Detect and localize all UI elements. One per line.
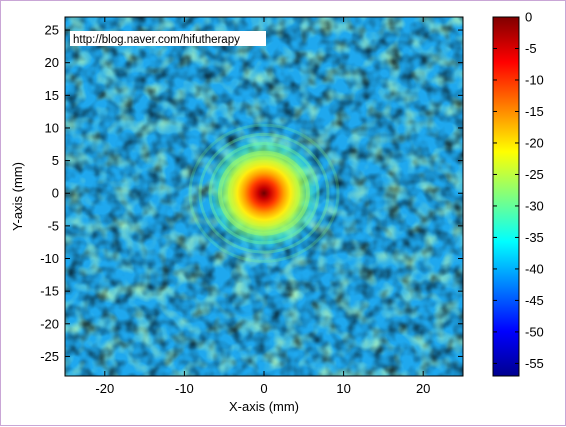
- y-tick-label: 10: [45, 120, 59, 135]
- colorbar-tick-label: -10: [525, 72, 544, 87]
- watermark-text: http://blog.naver.com/hifutherapy: [73, 34, 240, 46]
- heatmap-plot: -20 -10 0 10 20 25 20 15 10 5 0 -5 -10 -15 -20 -25: [40, 16, 464, 396]
- colorbar-tick-label: -50: [525, 324, 544, 339]
- side-lobe-ring: [188, 123, 340, 263]
- colorbar-tick-label: -40: [525, 261, 544, 276]
- colorbar-tick-label: -35: [525, 230, 544, 245]
- x-axis-label: X-axis (mm): [229, 399, 299, 414]
- y-tick-label: -20: [40, 316, 59, 331]
- colorbar-gradient: [492, 16, 520, 377]
- x-tick-label: -10: [175, 381, 194, 396]
- colorbar-tick-label: -45: [525, 293, 544, 308]
- colorbar-tick-label: 0: [525, 10, 532, 25]
- side-lobe-ring: [198, 132, 330, 254]
- y-tick-label: -5: [47, 218, 59, 233]
- x-tick-label: -20: [95, 381, 114, 396]
- focal-peak: [206, 135, 322, 252]
- colorbar: 0 -5 -10 -15 -20 -25 -30 -35 -40 -45 -50 -55: [492, 10, 544, 377]
- x-tick-label: 0: [260, 381, 267, 396]
- colorbar-tick-label: -5: [525, 41, 537, 56]
- y-axis-ticks: 25 20 15 10 5 0 -5 -10 -15 -20 -25: [40, 23, 463, 364]
- x-tick-label: 10: [336, 381, 350, 396]
- y-tick-label: -10: [40, 251, 59, 266]
- colorbar-tick-label: -20: [525, 135, 544, 150]
- colorbar-tick-label: -55: [525, 356, 544, 371]
- colorbar-ticks: 0 -5 -10 -15 -20 -25 -30 -35 -40 -45 -50 -55: [493, 10, 544, 371]
- colorbar-tick-label: -30: [525, 198, 544, 213]
- y-axis-label: Y-axis (mm): [10, 162, 25, 231]
- y-tick-label: 25: [45, 23, 59, 38]
- y-tick-label: -25: [40, 349, 59, 364]
- y-tick-label: 5: [52, 153, 59, 168]
- x-tick-label: 20: [416, 381, 430, 396]
- y-tick-label: 15: [45, 88, 59, 103]
- x-axis-ticks: -20 -10 0 10 20: [95, 17, 430, 396]
- colorbar-tick-label: -15: [525, 104, 544, 119]
- y-tick-label: 0: [52, 186, 59, 201]
- watermark-box: http://blog.naver.com/hifutherapy: [70, 31, 266, 46]
- colorbar-tick-label: -25: [525, 167, 544, 182]
- y-tick-label: 20: [45, 55, 59, 70]
- y-tick-label: -15: [40, 284, 59, 299]
